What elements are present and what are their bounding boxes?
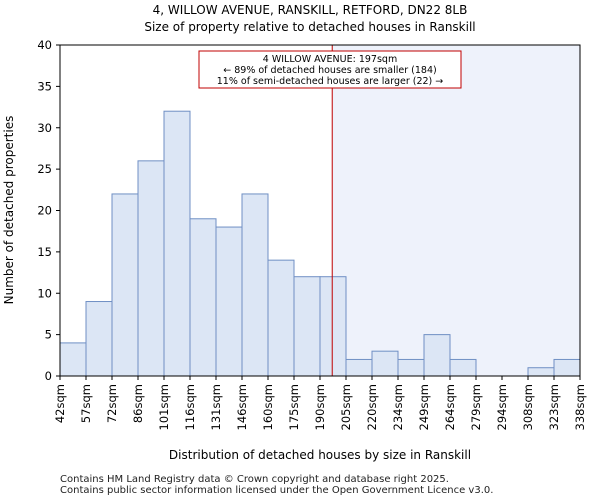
x-tick-label: 175sqm [287, 384, 301, 430]
y-tick-label: 40 [37, 38, 52, 52]
y-tick-label: 35 [37, 79, 52, 93]
x-tick-label: 234sqm [391, 384, 405, 430]
bar-72sqm [111, 193, 139, 377]
x-tick-label: 86sqm [131, 384, 145, 423]
footer-line-2: Contains public sector information licen… [60, 485, 494, 496]
y-tick-label: 25 [37, 162, 52, 176]
x-tick-label: 338sqm [573, 384, 587, 430]
annotation-line-3: 11% of semi-detached houses are larger (… [217, 76, 444, 87]
bar-175sqm [293, 276, 321, 377]
bar-249sqm [423, 334, 451, 377]
plot-frame [59, 44, 581, 377]
x-tick-label: 42sqm [53, 384, 67, 423]
annotation-line-1: 4 WILLOW AVENUE: 197sqm [263, 54, 397, 65]
x-tick-label: 323sqm [547, 384, 561, 430]
y-tick-label: 20 [37, 204, 52, 218]
annotation-box: 4 WILLOW AVENUE: 197sqm ← 89% of detache… [198, 50, 462, 89]
bar-160sqm [267, 259, 295, 377]
x-tick-label: 72sqm [105, 384, 119, 423]
x-tick-label: 308sqm [521, 384, 535, 430]
y-tick-label: 15 [37, 245, 52, 259]
bar-57sqm [85, 301, 113, 377]
x-tick-label: 249sqm [417, 384, 431, 430]
bar-205sqm [345, 358, 373, 377]
x-ticks-group: 42sqm 57sqm 72sqm 86sqm 101sqm 116sqm 131sqm 14… [53, 376, 587, 430]
y-axis-label: Number of detached properties [2, 116, 16, 305]
bar-101sqm [163, 110, 191, 377]
bars-group [59, 110, 581, 377]
y-tick-label: 0 [45, 369, 52, 383]
bar-146sqm [241, 193, 269, 377]
y-tick-label: 10 [37, 286, 52, 300]
bar-220sqm [371, 350, 399, 377]
x-tick-label: 279sqm [469, 384, 483, 430]
histogram-chart: 4, WILLOW AVENUE, RANSKILL, RETFORD, DN2… [2, 3, 587, 462]
x-tick-label: 131sqm [209, 384, 223, 430]
bar-234sqm [397, 358, 425, 377]
x-tick-label: 160sqm [261, 384, 275, 430]
bar-86sqm [137, 160, 165, 377]
bar-264sqm [449, 358, 477, 377]
x-tick-label: 190sqm [313, 384, 327, 430]
bar-131sqm [215, 226, 243, 377]
bar-190sqm [319, 276, 347, 377]
x-tick-label: 57sqm [79, 384, 93, 423]
x-axis-label: Distribution of detached houses by size … [169, 448, 471, 462]
x-tick-label: 294sqm [495, 384, 509, 430]
y-ticks-group: 0 5 10 15 20 25 30 35 40 [37, 38, 60, 383]
x-tick-label: 146sqm [235, 384, 249, 430]
x-tick-label: 205sqm [339, 384, 353, 430]
x-tick-label: 101sqm [157, 384, 171, 430]
y-tick-label: 5 [45, 328, 52, 342]
bar-308sqm [527, 367, 555, 377]
chart-subtitle: Size of property relative to detached ho… [144, 20, 475, 34]
y-tick-label: 30 [37, 121, 52, 135]
highlight-region [332, 45, 580, 376]
bar-323sqm [553, 358, 581, 377]
x-tick-label: 264sqm [443, 384, 457, 430]
annotation-line-2: ← 89% of detached houses are smaller (18… [223, 65, 436, 76]
chart-title: 4, WILLOW AVENUE, RANSKILL, RETFORD, DN2… [153, 3, 468, 17]
footer-line-1: Contains HM Land Registry data © Crown c… [60, 474, 449, 485]
bar-116sqm [189, 218, 217, 377]
x-tick-label: 116sqm [183, 384, 197, 430]
x-tick-label: 220sqm [365, 384, 379, 430]
annotation-border [198, 50, 462, 89]
bar-42sqm [59, 342, 87, 377]
